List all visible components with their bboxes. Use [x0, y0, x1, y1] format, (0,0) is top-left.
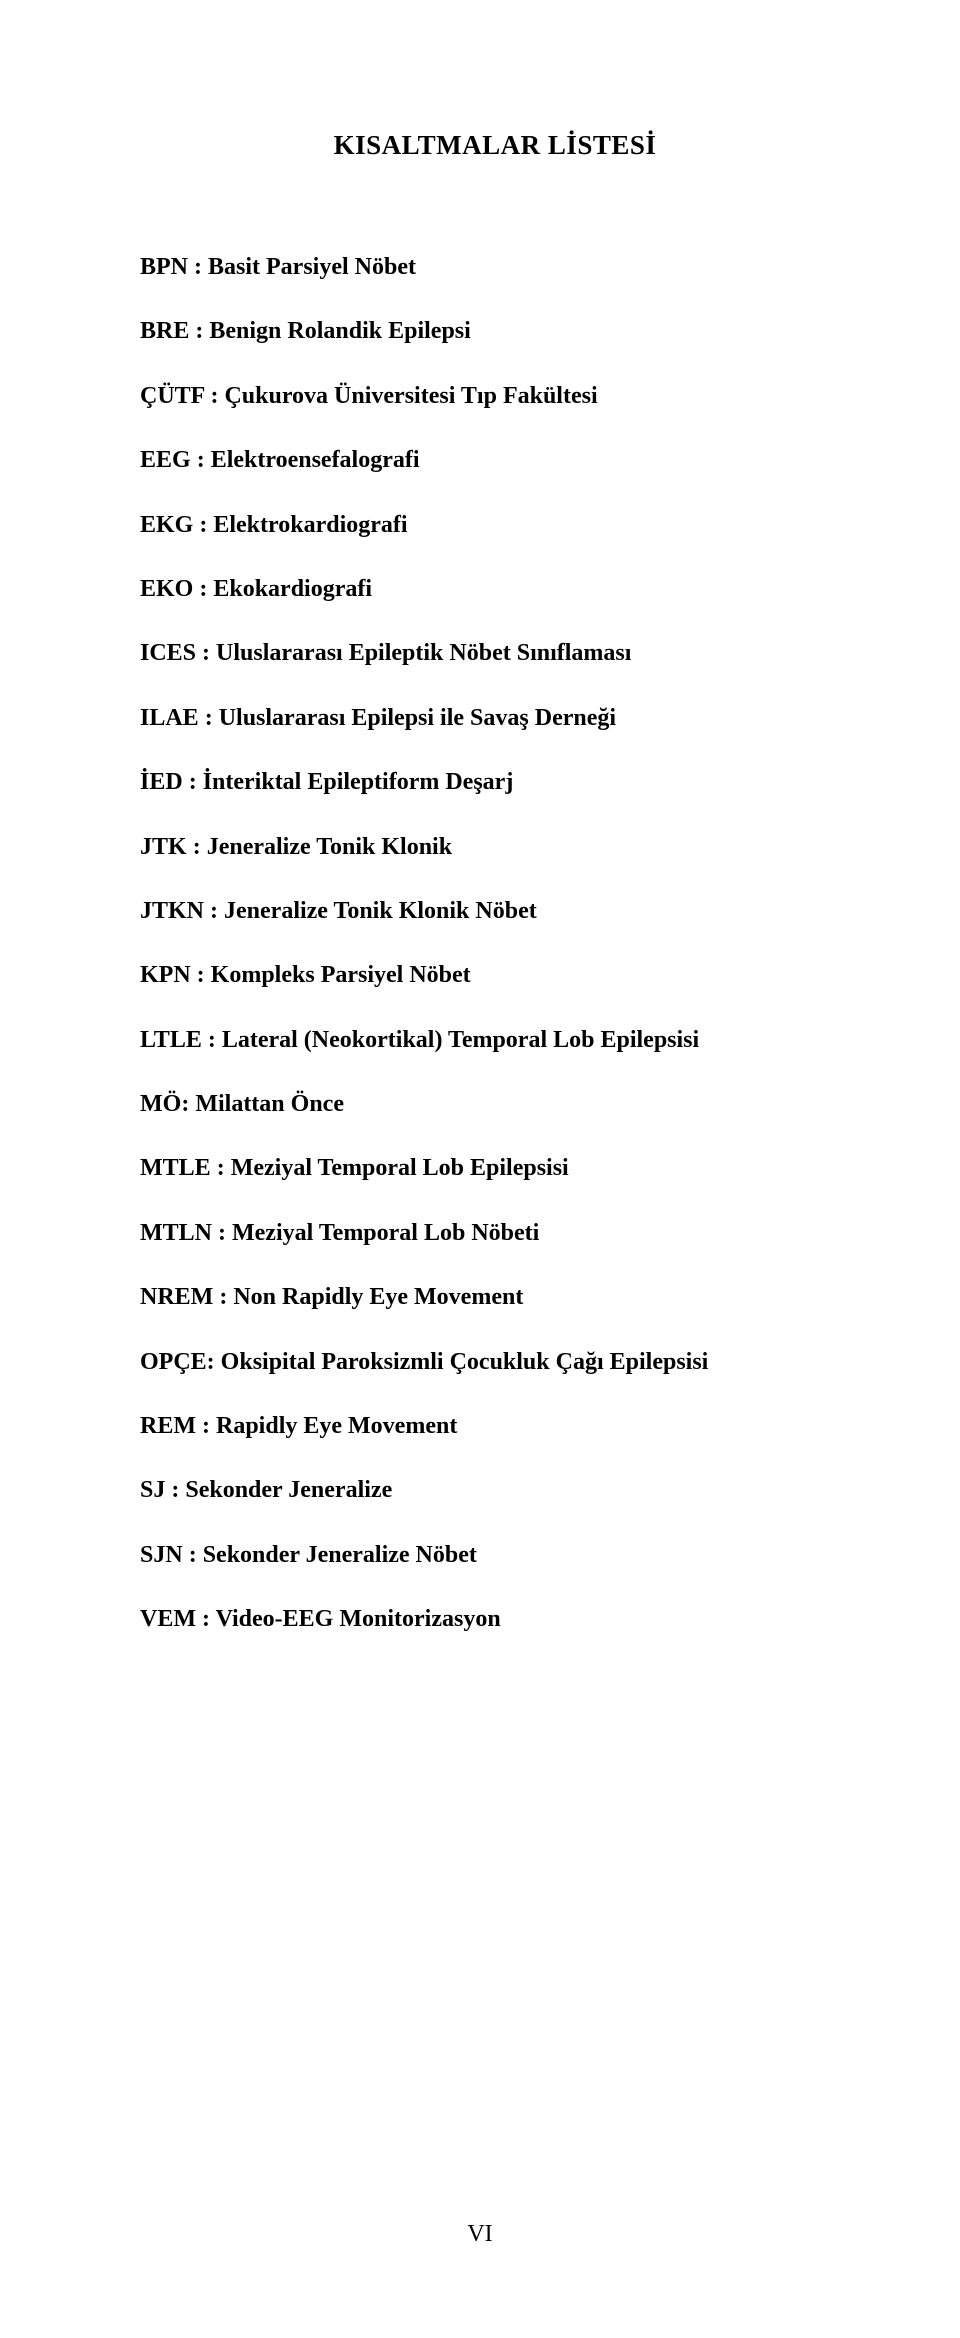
expansion: Meziyal Temporal Lob Epilepsisi	[231, 1155, 569, 1181]
abbreviation: EEG	[140, 447, 191, 473]
abbreviation-entry: ÇÜTF : Çukurova Üniversitesi Tıp Fakülte…	[140, 380, 850, 412]
expansion: Jeneralize Tonik Klonik Nöbet	[224, 898, 537, 924]
separator: :	[199, 705, 219, 731]
page-number: VI	[0, 2221, 960, 2248]
expansion: Çukurova Üniversitesi Tıp Fakültesi	[224, 383, 597, 409]
abbreviation: ÇÜTF	[140, 383, 204, 409]
abbreviation-entry: NREM : Non Rapidly Eye Movement	[140, 1281, 850, 1313]
separator: :	[213, 1284, 233, 1310]
separator: :	[193, 576, 213, 602]
separator: :	[204, 898, 224, 924]
abbreviation: MÖ	[140, 1091, 181, 1117]
abbreviation: SJ	[140, 1477, 165, 1503]
separator: :	[212, 1220, 232, 1246]
abbreviation-entry: VEM : Video-EEG Monitorizasyon	[140, 1603, 850, 1635]
abbreviation-entry: JTK : Jeneralize Tonik Klonik	[140, 831, 850, 863]
abbreviation-entry: SJ : Sekonder Jeneralize	[140, 1474, 850, 1506]
expansion: Elektrokardiografi	[213, 512, 407, 538]
abbreviation: MTLE	[140, 1155, 211, 1181]
separator: :	[196, 1413, 216, 1439]
expansion: Elektroensefalografi	[211, 447, 420, 473]
separator: :	[202, 1027, 222, 1053]
separator: :	[165, 1477, 185, 1503]
abbreviation-list: BPN : Basit Parsiyel Nöbet BRE : Benign R…	[140, 251, 850, 1636]
separator: :	[207, 1349, 221, 1375]
expansion: Rapidly Eye Movement	[216, 1413, 457, 1439]
abbreviation: EKG	[140, 512, 193, 538]
abbreviation-entry: BPN : Basit Parsiyel Nöbet	[140, 251, 850, 283]
expansion: İnteriktal Epileptiform Deşarj	[203, 769, 514, 795]
abbreviation: BPN	[140, 254, 188, 280]
abbreviation-entry: BRE : Benign Rolandik Epilepsi	[140, 315, 850, 347]
abbreviation: NREM	[140, 1284, 213, 1310]
abbreviation-entry: SJN : Sekonder Jeneralize Nöbet	[140, 1539, 850, 1571]
document-page: KISALTMALAR LİSTESİ BPN : Basit Parsiyel…	[0, 0, 960, 2338]
expansion: Basit Parsiyel Nöbet	[208, 254, 416, 280]
separator: :	[191, 447, 211, 473]
abbreviation: OPÇE	[140, 1349, 207, 1375]
separator: :	[196, 640, 216, 666]
abbreviation: REM	[140, 1413, 196, 1439]
abbreviation: EKO	[140, 576, 193, 602]
abbreviation: ILAE	[140, 705, 199, 731]
abbreviation: JTK	[140, 834, 187, 860]
abbreviation: MTLN	[140, 1220, 212, 1246]
abbreviation: SJN	[140, 1542, 183, 1568]
expansion: Video-EEG Monitorizasyon	[216, 1606, 501, 1632]
separator: :	[193, 512, 213, 538]
abbreviation: İED	[140, 769, 183, 795]
expansion: Sekonder Jeneralize Nöbet	[203, 1542, 477, 1568]
expansion: Kompleks Parsiyel Nöbet	[211, 962, 471, 988]
expansion: Oksipital Paroksizmli Çocukluk Çağı Epil…	[221, 1349, 709, 1375]
abbreviation: ICES	[140, 640, 196, 666]
expansion: Sekonder Jeneralize	[185, 1477, 392, 1503]
expansion: Uluslararası Epilepsi ile Savaş Derneği	[219, 705, 616, 731]
separator: :	[183, 1542, 203, 1568]
separator: :	[181, 1091, 195, 1117]
separator: :	[187, 834, 207, 860]
abbreviation-entry: JTKN : Jeneralize Tonik Klonik Nöbet	[140, 895, 850, 927]
abbreviation-entry: MÖ: Milattan Önce	[140, 1088, 850, 1120]
abbreviation-entry: OPÇE: Oksipital Paroksizmli Çocukluk Çağ…	[140, 1346, 850, 1378]
separator: :	[204, 383, 224, 409]
abbreviation-entry: EKO : Ekokardiografi	[140, 573, 850, 605]
abbreviation: VEM	[140, 1606, 196, 1632]
expansion: Milattan Önce	[195, 1091, 344, 1117]
abbreviation: BRE	[140, 318, 189, 344]
abbreviation-entry: EKG : Elektrokardiografi	[140, 509, 850, 541]
abbreviation-entry: ICES : Uluslararası Epileptik Nöbet Sını…	[140, 637, 850, 669]
separator: :	[183, 769, 203, 795]
expansion: Jeneralize Tonik Klonik	[207, 834, 452, 860]
separator: :	[188, 254, 208, 280]
expansion: Meziyal Temporal Lob Nöbeti	[232, 1220, 539, 1246]
expansion: Lateral (Neokortikal) Temporal Lob Epile…	[222, 1027, 699, 1053]
separator: :	[189, 318, 209, 344]
abbreviation-entry: LTLE : Lateral (Neokortikal) Temporal Lo…	[140, 1024, 850, 1056]
abbreviation-entry: İED : İnteriktal Epileptiform Deşarj	[140, 766, 850, 798]
separator: :	[211, 1155, 231, 1181]
abbreviation: KPN	[140, 962, 191, 988]
abbreviation-entry: MTLE : Meziyal Temporal Lob Epilepsisi	[140, 1152, 850, 1184]
expansion: Benign Rolandik Epilepsi	[209, 318, 470, 344]
abbreviation-entry: REM : Rapidly Eye Movement	[140, 1410, 850, 1442]
abbreviation: LTLE	[140, 1027, 202, 1053]
abbreviation: JTKN	[140, 898, 204, 924]
page-title: KISALTMALAR LİSTESİ	[140, 130, 850, 161]
separator: :	[196, 1606, 216, 1632]
abbreviation-entry: EEG : Elektroensefalografi	[140, 444, 850, 476]
expansion: Uluslararası Epileptik Nöbet Sınıflaması	[216, 640, 631, 666]
abbreviation-entry: ILAE : Uluslararası Epilepsi ile Savaş D…	[140, 702, 850, 734]
abbreviation-entry: MTLN : Meziyal Temporal Lob Nöbeti	[140, 1217, 850, 1249]
expansion: Non Rapidly Eye Movement	[233, 1284, 523, 1310]
abbreviation-entry: KPN : Kompleks Parsiyel Nöbet	[140, 959, 850, 991]
separator: :	[191, 962, 211, 988]
expansion: Ekokardiografi	[213, 576, 372, 602]
